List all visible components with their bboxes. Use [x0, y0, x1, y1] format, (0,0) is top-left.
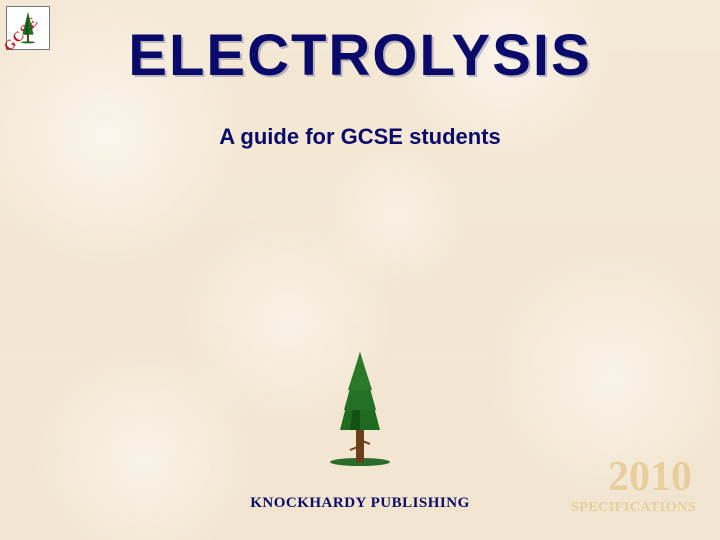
slide-title: ELECTROLYSIS [0, 22, 720, 89]
year-label: 2010 [608, 456, 692, 498]
spec-label: SPECIFICATIONS [571, 500, 696, 516]
slide-subtitle: A guide for GCSE students [0, 124, 720, 150]
tree-illustration [320, 350, 400, 475]
slide: GCSE ELECTROLYSIS A guide for GCSE stude… [0, 0, 720, 540]
